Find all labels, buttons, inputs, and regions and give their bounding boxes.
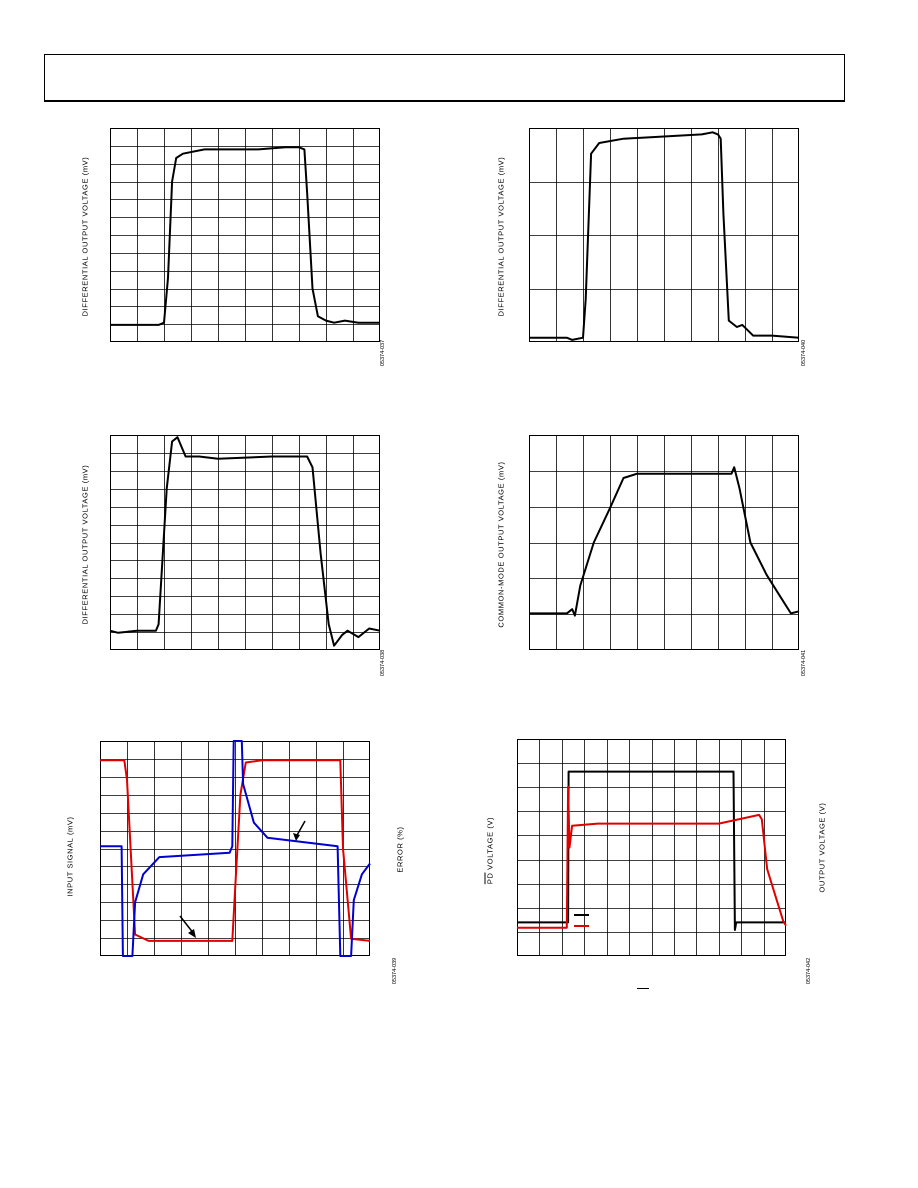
chart-6-y-axis-label-left: PD VOLTAGE (V) <box>486 801 495 901</box>
chart-4-figure-number: 05374-041 <box>801 649 808 677</box>
chart-1 <box>110 128 380 342</box>
series-line-1 <box>529 131 800 341</box>
series-line-1 <box>100 759 371 942</box>
series-line-1 <box>517 770 786 931</box>
chart-6-y-axis-label-left-rest: VOLTAGE (V) <box>485 816 495 873</box>
chart-5-y-axis-label-left: INPUT SIGNAL (mV) <box>65 816 75 897</box>
chart-6-pd-overline-text: PD <box>485 872 495 885</box>
chart-2-figure-number: 05374-040 <box>801 339 808 367</box>
chart-5-figure-number: 05374-039 <box>392 957 399 985</box>
plot-frame <box>529 128 799 342</box>
chart-1-figure-number: 05374-037 <box>380 339 387 367</box>
chart-3 <box>109 435 381 650</box>
chart-3-y-axis-label: DIFFERENTIAL OUTPUT VOLTAGE (mV) <box>80 464 90 625</box>
chart-5-y-axis-label-right: ERROR (%) <box>395 826 405 873</box>
chart-4-y-axis-label: COMMON-MODE OUTPUT VOLTAGE (mV) <box>496 461 506 628</box>
plot-frame <box>110 435 380 650</box>
chart-6-figure-number: 05374-042 <box>806 957 813 985</box>
plot-frame <box>517 739 786 956</box>
plot-frame <box>100 741 370 956</box>
chart-6-y-axis-label-right: OUTPUT VOLTAGE (V) <box>817 802 827 893</box>
series-line-1 <box>109 436 381 647</box>
plot-frame <box>529 435 799 650</box>
chart-2-y-axis-label: DIFFERENTIAL OUTPUT VOLTAGE (mV) <box>496 156 506 317</box>
series-line-2 <box>517 785 787 929</box>
plot-frame <box>110 128 380 342</box>
series-line-1 <box>110 146 380 326</box>
page-header-box <box>44 54 845 102</box>
annotation-arrowhead <box>188 929 196 938</box>
chart-5 <box>100 740 371 957</box>
series-line-2 <box>100 740 371 957</box>
series-line-1 <box>529 466 800 617</box>
chart-3-figure-number: 05374-038 <box>380 649 387 677</box>
chart-6-x-label-overline-mark <box>637 988 649 989</box>
chart-2 <box>529 128 800 342</box>
chart-1-y-axis-label: DIFFERENTIAL OUTPUT VOLTAGE (mV) <box>80 156 90 317</box>
chart-6 <box>517 739 787 956</box>
chart-4 <box>529 435 800 650</box>
annotation-arrowhead <box>293 833 300 841</box>
